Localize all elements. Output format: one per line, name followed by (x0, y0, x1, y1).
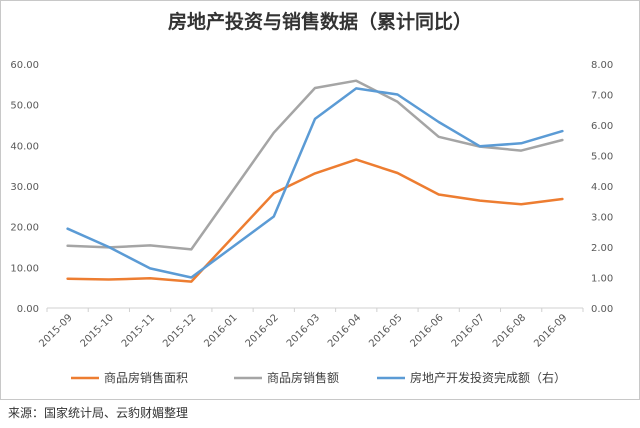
legend-label: 商品房销售额 (267, 370, 339, 385)
legend: 商品房销售面积 商品房销售额 房地产开发投资完成额（右） (71, 370, 566, 385)
y-right-tick-label: 0.00 (591, 304, 613, 315)
y-left-tick-label: 20.00 (10, 223, 39, 234)
x-tick-label: 2016-04 (326, 312, 363, 349)
line-chart: 房地产投资与销售数据（累计同比） 0.00 10.00 20.00 30.00 40.0… (10, 10, 613, 385)
x-tick-label: 2016-09 (532, 312, 569, 349)
series-line (66, 87, 564, 279)
series-lines (66, 79, 564, 283)
series-line (66, 79, 564, 251)
x-tick-label: 2015-11 (120, 312, 157, 349)
y-left-tick-label: 10.00 (10, 263, 39, 274)
y-right-tick-label: 2.00 (591, 243, 613, 254)
series-line (66, 158, 564, 283)
x-tick-label: 2016-02 (244, 312, 281, 349)
x-tick-label: 2016-06 (408, 312, 445, 349)
x-tick-label: 2015-09 (37, 312, 74, 349)
chart-title: 房地产投资与销售数据（累计同比） (168, 10, 472, 33)
x-tick-label: 2016-08 (491, 312, 528, 349)
y-right-tick-label: 4.00 (591, 182, 613, 193)
legend-label: 房地产开发投资完成额（右） (410, 370, 566, 385)
x-tick-label: 2016-05 (367, 312, 404, 349)
x-tick-label: 2016-07 (450, 312, 487, 349)
source-note: 来源：国家统计局、云豹财媚整理 (8, 406, 189, 420)
x-tick-label: 2015-12 (161, 312, 198, 349)
chart-frame: 房地产投资与销售数据（累计同比） 0.00 10.00 20.00 30.00 40.0… (0, 0, 640, 400)
x-tick-label: 2015-10 (79, 312, 116, 349)
y-right-tick-label: 3.00 (591, 213, 613, 224)
y-left-tick-label: 60.00 (10, 60, 39, 71)
y-left-tick-label: 40.00 (10, 141, 39, 152)
y-right-tick-label: 5.00 (591, 152, 613, 163)
y-right-tick-label: 1.00 (591, 274, 613, 285)
y-left-tick-label: 30.00 (10, 182, 39, 193)
x-tick-label: 2016-03 (285, 312, 322, 349)
y-right-tick-label: 8.00 (591, 60, 613, 71)
y-left-tick-label: 0.00 (17, 304, 39, 315)
legend-label: 商品房销售面积 (104, 370, 188, 385)
y-left-tick-label: 50.00 (10, 101, 39, 112)
x-tick-label: 2016-01 (202, 312, 239, 349)
y-right-tick-label: 6.00 (591, 121, 613, 132)
y-right-tick-label: 7.00 (591, 91, 613, 102)
